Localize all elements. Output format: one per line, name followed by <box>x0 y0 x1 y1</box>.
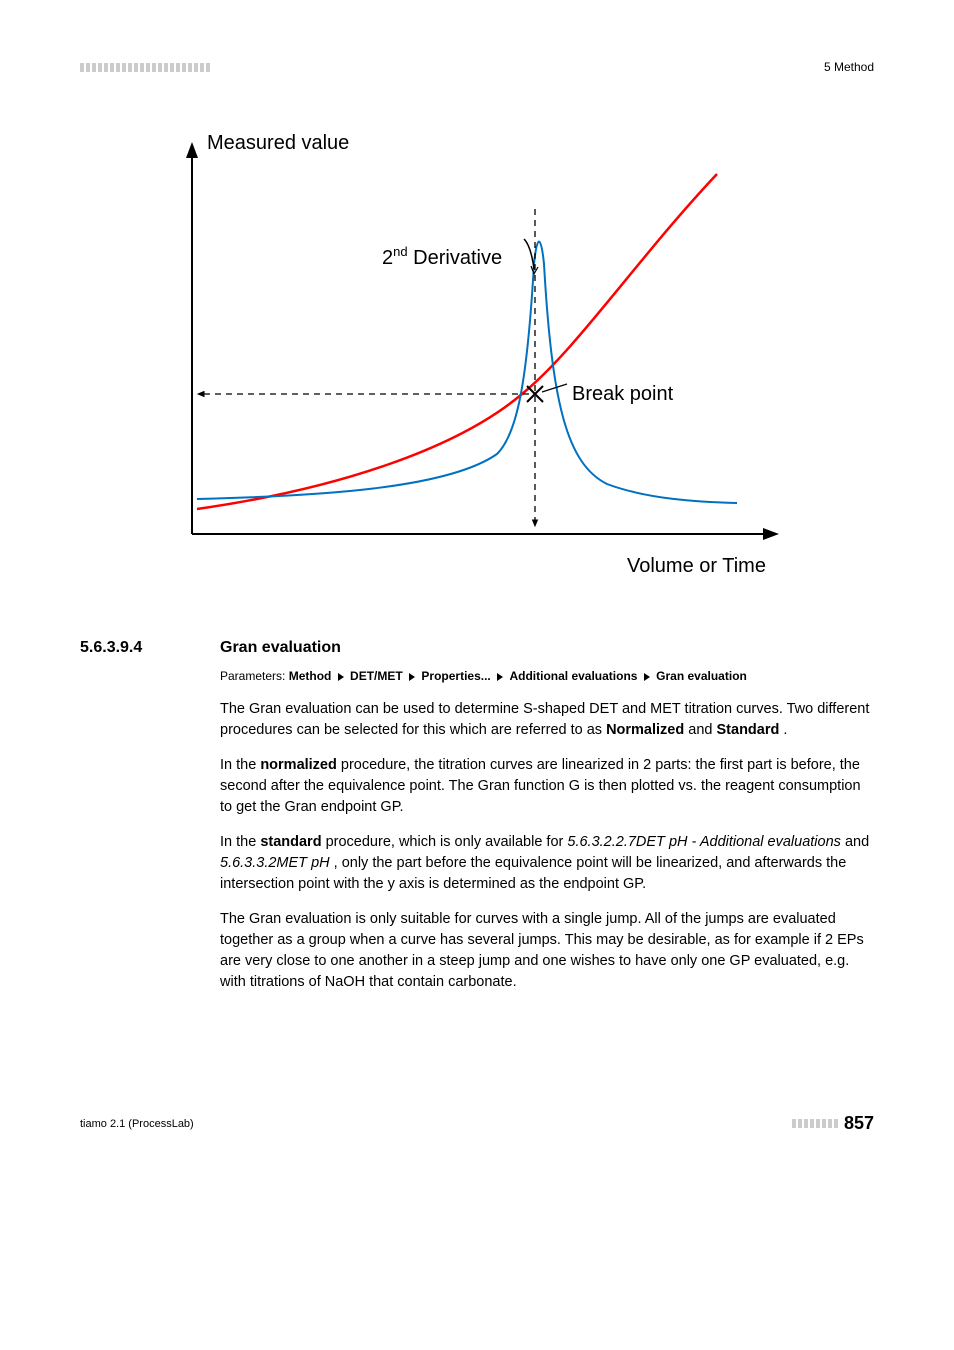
section-heading-row: 5.6.3.9.4 Gran evaluation <box>80 639 874 657</box>
parameters-breadcrumb: Parameters: Method DET/MET Properties...… <box>220 667 874 685</box>
section-content: Parameters: Method DET/MET Properties...… <box>220 667 874 993</box>
derivative-curve <box>197 242 737 504</box>
derivative-label: 2nd Derivative <box>382 244 502 269</box>
crumb-gran: Gran evaluation <box>656 669 747 683</box>
params-lead: Parameters: <box>220 669 289 683</box>
crumb-method: Method <box>289 669 332 683</box>
page-number: 857 <box>844 1113 874 1134</box>
header-decor-bars <box>80 63 210 72</box>
measured-curve <box>197 174 717 509</box>
page-header: 5 Method <box>80 60 874 74</box>
breadcrumb-sep-icon <box>644 673 650 681</box>
p3-b: standard <box>260 834 321 850</box>
footer-product: tiamo 2.1 (ProcessLab) <box>80 1118 194 1130</box>
p2-b: normalized <box>260 757 337 773</box>
para-normalized: In the normalized procedure, the titrati… <box>220 755 874 818</box>
para-suitability: The Gran evaluation is only suitable for… <box>220 909 874 993</box>
p3-e: and <box>845 834 869 850</box>
chart-svg: Measured value Volume or Time 2nd Deriva… <box>157 104 797 584</box>
p1-b: Normalized <box>606 722 684 738</box>
para-standard: In the standard procedure, which is only… <box>220 832 874 895</box>
page-footer: tiamo 2.1 (ProcessLab) 857 <box>80 1113 874 1134</box>
p3-c: procedure, which is only available for <box>326 834 568 850</box>
p1-c: and <box>688 722 716 738</box>
break-point-label: Break point <box>572 383 674 405</box>
p3-f: 5.6.3.3.2MET pH <box>220 855 330 871</box>
breadcrumb-sep-icon <box>497 673 503 681</box>
p2-a: In the <box>220 757 260 773</box>
breadcrumb-sep-icon <box>409 673 415 681</box>
x-axis-label: Volume or Time <box>627 555 766 577</box>
para-intro: The Gran evaluation can be used to deter… <box>220 699 874 741</box>
crumb-detmet: DET/MET <box>350 669 403 683</box>
p3-d: 5.6.3.2.2.7DET pH - Additional evaluatio… <box>567 834 841 850</box>
section-number: 5.6.3.9.4 <box>80 639 220 657</box>
footer-decor-bars <box>792 1119 838 1128</box>
breadcrumb-sep-icon <box>338 673 344 681</box>
p3-a: In the <box>220 834 260 850</box>
p1-d: Standard <box>717 722 780 738</box>
p1-e: . <box>783 722 787 738</box>
break-label-leader <box>542 384 567 392</box>
header-chapter-label: 5 Method <box>824 60 874 74</box>
derivative-pointer <box>524 239 534 269</box>
y-axis-label: Measured value <box>207 132 349 154</box>
footer-right: 857 <box>792 1113 874 1134</box>
crumb-additional: Additional evaluations <box>509 669 637 683</box>
crumb-properties: Properties... <box>421 669 490 683</box>
section-title: Gran evaluation <box>220 639 341 657</box>
break-point-chart: Measured value Volume or Time 2nd Deriva… <box>157 104 797 589</box>
